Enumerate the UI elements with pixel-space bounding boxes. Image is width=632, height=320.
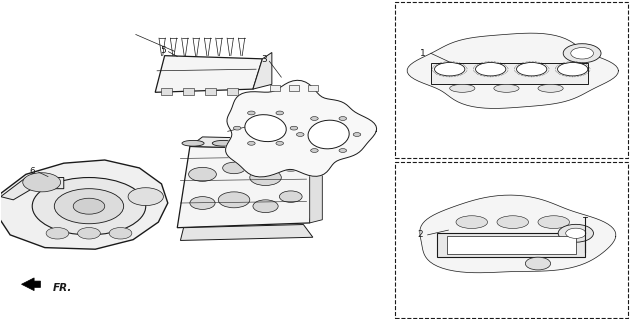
Circle shape (279, 191, 302, 202)
Circle shape (23, 173, 61, 192)
Polygon shape (253, 52, 272, 89)
Bar (447, 236, 576, 254)
Text: 4: 4 (249, 119, 255, 128)
Circle shape (46, 228, 69, 239)
Bar (183, 88, 194, 94)
Circle shape (218, 192, 250, 208)
Bar (205, 88, 216, 94)
Circle shape (73, 198, 105, 214)
Circle shape (248, 111, 255, 115)
Circle shape (563, 44, 601, 63)
Ellipse shape (557, 62, 588, 76)
Circle shape (248, 141, 255, 145)
Circle shape (311, 148, 318, 152)
Polygon shape (190, 137, 335, 150)
Ellipse shape (475, 62, 506, 76)
Polygon shape (21, 278, 40, 291)
Polygon shape (407, 33, 619, 108)
Circle shape (571, 48, 593, 59)
Circle shape (278, 158, 303, 171)
Ellipse shape (273, 140, 295, 146)
Ellipse shape (516, 62, 547, 76)
Circle shape (78, 228, 100, 239)
Polygon shape (177, 147, 322, 228)
Ellipse shape (494, 84, 519, 92)
Circle shape (296, 132, 304, 136)
Text: FR.: FR. (52, 283, 72, 293)
Circle shape (276, 141, 284, 145)
Bar (308, 85, 318, 92)
Bar (289, 85, 299, 92)
Circle shape (250, 170, 281, 186)
Circle shape (233, 126, 241, 130)
Circle shape (566, 228, 586, 238)
Ellipse shape (243, 140, 265, 146)
Ellipse shape (308, 120, 349, 149)
Circle shape (353, 132, 361, 136)
Circle shape (253, 200, 278, 212)
Polygon shape (180, 225, 313, 240)
Bar (227, 88, 238, 94)
Circle shape (339, 116, 346, 120)
Ellipse shape (182, 140, 204, 146)
Text: 5: 5 (161, 45, 166, 55)
Ellipse shape (497, 216, 528, 228)
Circle shape (276, 111, 284, 115)
Circle shape (558, 224, 593, 242)
Ellipse shape (538, 216, 569, 228)
Ellipse shape (456, 216, 487, 228)
Circle shape (188, 167, 216, 181)
Polygon shape (0, 160, 168, 249)
Ellipse shape (435, 62, 465, 76)
Circle shape (222, 162, 245, 174)
Bar (437, 233, 585, 257)
Circle shape (525, 257, 550, 270)
Circle shape (339, 148, 346, 152)
Circle shape (290, 126, 298, 130)
Circle shape (311, 116, 318, 120)
Ellipse shape (212, 140, 234, 146)
Circle shape (128, 188, 164, 205)
Text: 6: 6 (29, 167, 35, 176)
Polygon shape (310, 147, 322, 223)
Ellipse shape (538, 84, 563, 92)
Text: 2: 2 (417, 230, 423, 239)
Circle shape (32, 178, 146, 235)
Text: 1: 1 (420, 49, 426, 58)
Ellipse shape (450, 84, 475, 92)
Bar (270, 85, 280, 92)
Circle shape (109, 228, 132, 239)
Bar (431, 63, 588, 84)
Polygon shape (420, 195, 616, 273)
Circle shape (54, 189, 124, 224)
Polygon shape (155, 56, 262, 92)
Bar (161, 88, 173, 94)
Polygon shape (1, 178, 64, 200)
Ellipse shape (245, 115, 286, 141)
Bar (395, 162, 628, 318)
Text: 3: 3 (262, 55, 267, 64)
Circle shape (190, 197, 215, 209)
Polygon shape (226, 80, 377, 177)
Bar (395, 2, 628, 158)
